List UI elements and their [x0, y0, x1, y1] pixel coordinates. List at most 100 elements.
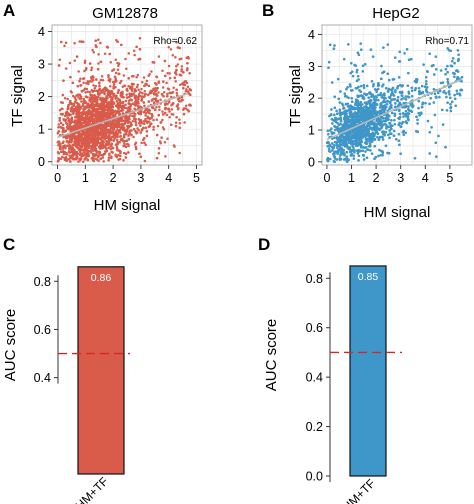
scatter-point [160, 93, 164, 96]
scatter-point [62, 135, 65, 139]
scatter-point [133, 90, 137, 93]
scatter-point [131, 102, 135, 105]
scatter-point [426, 70, 429, 73]
scatter-point [118, 157, 122, 161]
scatter-point [79, 77, 82, 81]
scatter-point [129, 98, 132, 102]
scatter-point [79, 105, 82, 109]
scatter-point [114, 97, 117, 100]
scatter-point [99, 137, 102, 140]
scatter-point [144, 143, 147, 147]
scatter-point [90, 68, 93, 72]
scatter-point [110, 156, 113, 159]
scatter-point [119, 151, 122, 155]
scatter-point [173, 145, 176, 148]
scatter-point [129, 105, 132, 108]
scatter-point [58, 58, 62, 61]
scatter-point [114, 134, 118, 137]
scatter-point [71, 94, 75, 98]
scatter-point [86, 141, 89, 144]
scatter-point [111, 108, 114, 111]
scatter-point [105, 88, 109, 92]
scatter-point [185, 56, 188, 60]
scatter-point [70, 120, 73, 123]
scatter-point [110, 123, 114, 126]
scatter-point [100, 139, 104, 143]
scatter-point [333, 155, 336, 158]
scatter-point [73, 124, 77, 127]
scatter-point [145, 134, 149, 138]
scatter-point [333, 106, 337, 109]
scatter-point [142, 138, 145, 142]
scatter-point [82, 160, 85, 163]
scatter-point [122, 123, 126, 126]
scatter-point [75, 138, 78, 141]
scatter-point [187, 109, 191, 113]
scatter-point [172, 113, 175, 116]
scatter-point [127, 151, 130, 154]
scatter-point [432, 101, 436, 104]
scatter-point [175, 91, 179, 95]
scatter-point [139, 155, 143, 158]
scatter-point [111, 151, 114, 154]
scatter-point [125, 67, 128, 71]
scatter-point [107, 156, 111, 160]
scatter-point [115, 99, 119, 103]
scatter-point [335, 112, 339, 115]
scatter-point [335, 158, 339, 161]
scatter-point [83, 153, 86, 157]
panel-letter-d: D [258, 235, 270, 254]
scatter-point [137, 97, 140, 101]
scatter-point [105, 128, 108, 131]
scatter-point [142, 111, 146, 114]
scatter-point [124, 99, 128, 103]
scatter-point [73, 108, 76, 111]
scatter-point [182, 108, 185, 111]
scatter-point [105, 142, 109, 146]
scatter-point [182, 81, 185, 84]
scatter-point [102, 160, 105, 163]
scatter-point [430, 126, 433, 129]
scatter-point [150, 70, 153, 73]
scatter-point [68, 139, 71, 143]
scatter-point [135, 132, 138, 135]
scatter-point [143, 84, 146, 88]
scatter-point [75, 55, 79, 58]
scatter-point [159, 121, 163, 124]
scatter-point [152, 128, 155, 131]
scatter-point [364, 150, 367, 153]
scatter-point [120, 122, 124, 126]
scatter-point [98, 153, 101, 157]
scatter-point [134, 145, 138, 149]
scatter-point [145, 120, 149, 123]
scatter-point [108, 153, 111, 157]
scatter-point [156, 86, 160, 90]
scatter-point [183, 121, 186, 124]
scatter-point [103, 137, 106, 141]
scatter-point [117, 130, 121, 134]
scatter-point [140, 99, 143, 102]
scatter-point [168, 116, 171, 119]
scatter-point [106, 131, 109, 135]
scatter-point [149, 90, 152, 94]
scatter-point [131, 114, 134, 118]
scatter-point [96, 117, 99, 121]
scatter-point [84, 156, 88, 160]
scatter-point [180, 70, 183, 73]
scatter-point [114, 130, 118, 133]
scatter-point [157, 114, 160, 117]
scatter-point [149, 122, 152, 126]
scatter-point [156, 124, 160, 128]
scatter-point [80, 90, 84, 93]
scatter-point [89, 118, 92, 122]
scatter-point [407, 71, 410, 75]
scatter-point [105, 139, 108, 143]
scatter-point [66, 116, 69, 120]
scatter-point [167, 45, 171, 49]
scatter-point [61, 101, 64, 105]
scatter-point [157, 55, 161, 58]
scatter-point [80, 100, 83, 103]
scatter-point [101, 99, 105, 103]
scatter-point [137, 93, 141, 96]
scatter-point [63, 96, 67, 100]
